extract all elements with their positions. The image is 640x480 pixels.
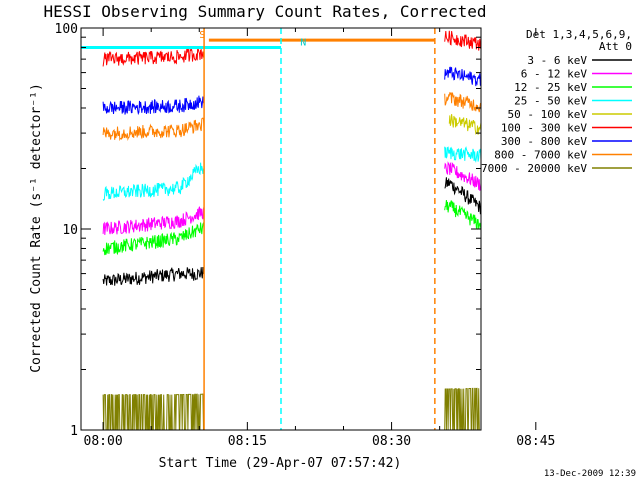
legend-label-4: 50 - 100 keV xyxy=(508,108,588,121)
legend-title-1: Att 0 xyxy=(599,40,632,53)
legend-label-6: 300 - 800 keV xyxy=(501,135,587,148)
y-axis-label: Corrected Count Rate (s⁻¹ detector⁻¹) xyxy=(29,83,44,373)
x-axis-label: Start Time (29-Apr-07 07:57:42) xyxy=(159,456,402,471)
series-line-0 xyxy=(102,177,481,286)
axes: 08:0008:1508:3008:4509:0009:1509:3011010… xyxy=(55,22,556,449)
x-tick-label-2: 08:30 xyxy=(372,434,411,449)
chart-title: HESSI Observing Summary Count Rates, Cor… xyxy=(43,2,486,21)
series-line-5 xyxy=(102,66,481,116)
legend-label-7: 800 - 7000 keV xyxy=(494,149,587,162)
series-line-3 xyxy=(102,146,481,202)
y-tick-label-0: 1 xyxy=(70,424,78,439)
x-tick-label-1: 08:15 xyxy=(228,434,267,449)
series-line-7 xyxy=(102,30,481,67)
legend-label-1: 6 - 12 keV xyxy=(521,68,588,81)
legend-title-0: Det 1,3,4,5,6,9, xyxy=(526,28,632,41)
annotation-0: S xyxy=(199,30,205,41)
x-tick-label-0: 08:00 xyxy=(84,434,123,449)
y-tick-label-1: 10 xyxy=(62,223,78,238)
footer-timestamp: 13-Dec-2009 12:39 xyxy=(544,469,636,479)
legend-label-5: 100 - 300 keV xyxy=(501,122,587,135)
x-tick-label-3: 08:45 xyxy=(516,434,555,449)
series-line-1 xyxy=(102,161,481,235)
series-line-2 xyxy=(102,199,481,256)
series-group xyxy=(81,28,481,430)
legend-label-8: 7000 - 20000 keV xyxy=(481,162,587,175)
series-line-8 xyxy=(102,387,481,430)
y-tick-label-2: 100 xyxy=(55,22,78,37)
plot-area: SN xyxy=(81,28,481,430)
series-line-6 xyxy=(102,91,481,142)
legend-label-0: 3 - 6 keV xyxy=(527,54,587,67)
annotation-1: N xyxy=(300,37,306,48)
legend-label-3: 25 - 50 keV xyxy=(514,95,587,108)
legend-label-2: 12 - 25 keV xyxy=(514,81,587,94)
